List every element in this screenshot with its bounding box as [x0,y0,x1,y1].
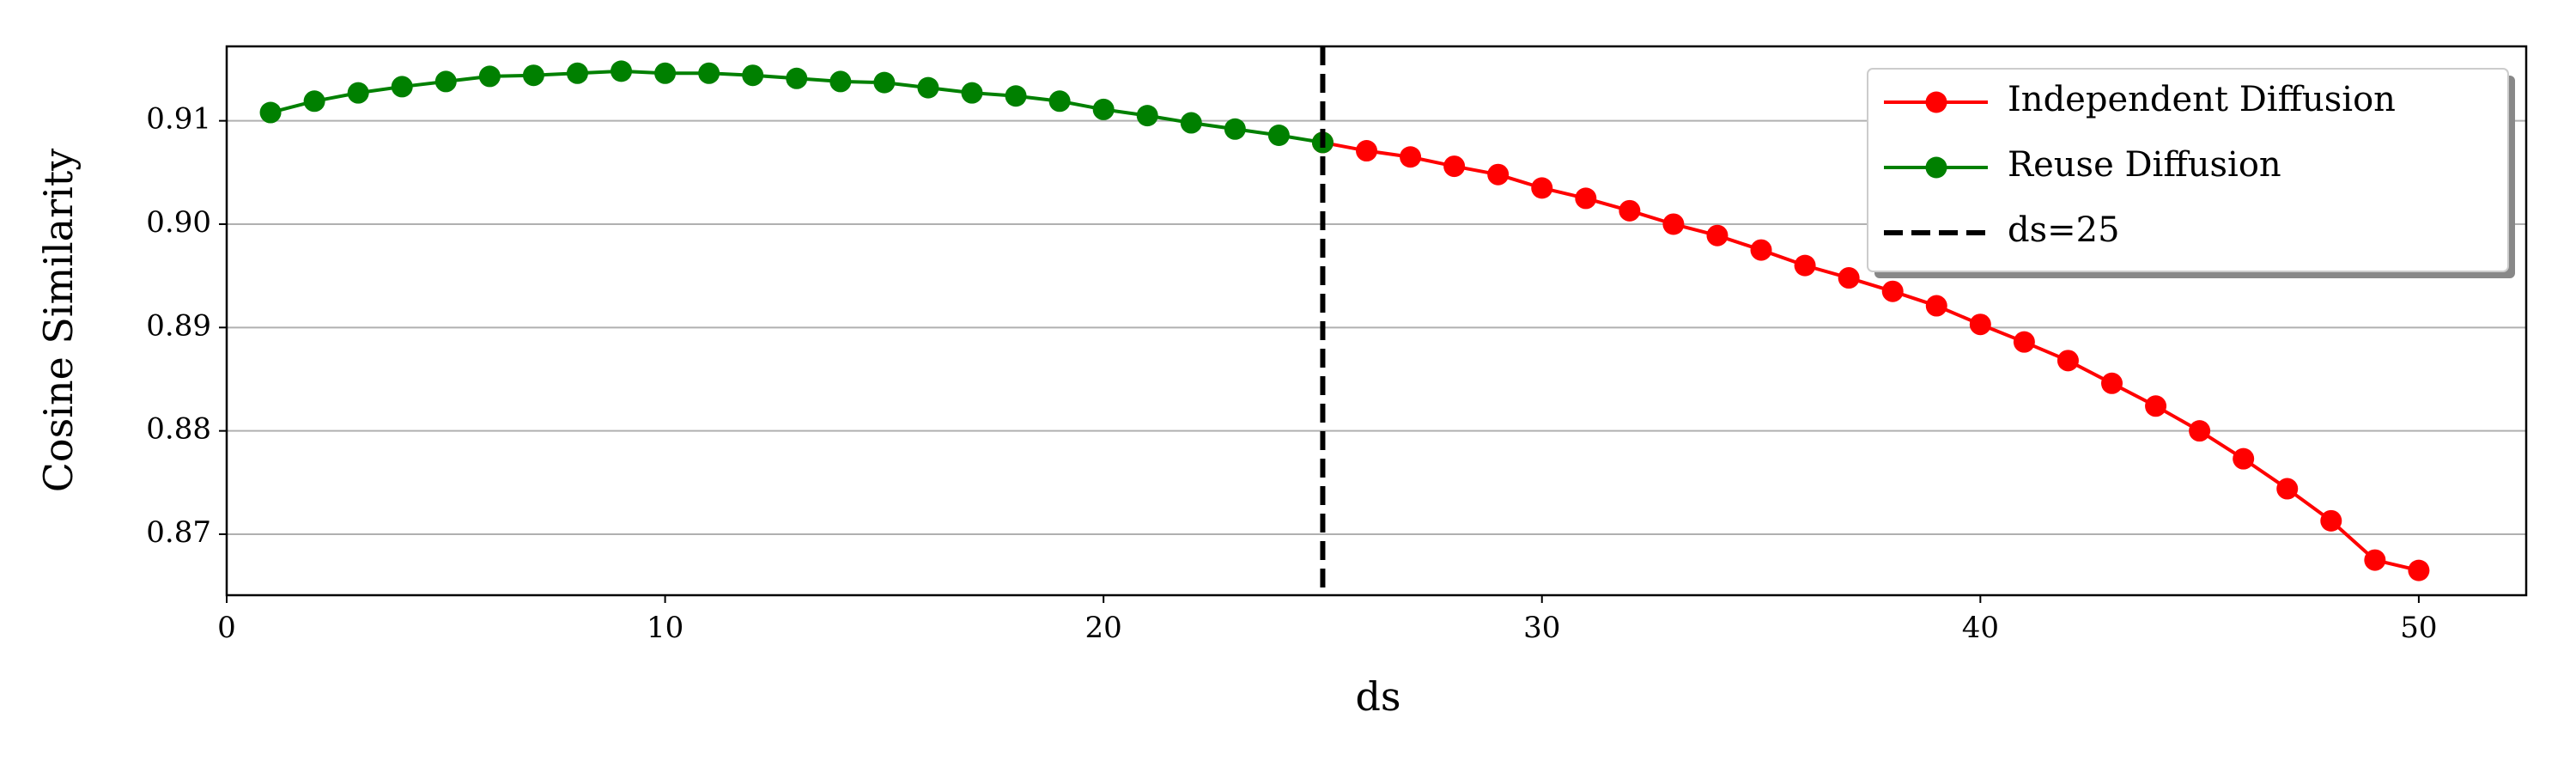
data-point [829,70,852,93]
data-point [1794,254,1816,277]
data-point [1969,313,1991,336]
y-tick-label: 0.89 [146,308,211,343]
x-tick-label: 40 [1962,611,1999,645]
data-point [1443,155,1466,178]
data-point [1662,213,1685,235]
y-tick-label: 0.90 [146,205,211,240]
legend-label: Reuse Diffusion [2008,145,2281,185]
data-point [2189,420,2211,442]
data-point [303,90,325,113]
data-point [1575,187,1597,210]
data-point [434,70,457,93]
legend-marker [1925,156,1947,179]
data-point [1224,118,1246,140]
x-tick-label: 50 [2400,611,2437,645]
x-tick-label: 0 [217,611,236,645]
x-tick-label: 10 [647,611,683,645]
data-point [2320,509,2342,532]
data-point [478,65,501,88]
y-axis-label: Cosine Similarity [35,149,82,493]
data-point [873,71,896,94]
data-point [259,101,282,124]
data-point [2057,350,2079,372]
legend-marker [1925,91,1947,113]
data-point [1838,267,1860,289]
x-tick-label: 30 [1523,611,1560,645]
legend-box [1867,68,2509,272]
data-point [2276,478,2299,500]
data-point [917,76,939,99]
data-point [2101,372,2123,394]
x-tick-label: 20 [1085,611,1122,645]
y-tick-label: 0.87 [146,515,211,550]
data-point [391,76,413,98]
data-point [2013,331,2035,353]
data-point [2408,559,2430,581]
data-point [654,62,677,84]
data-point [2364,549,2386,571]
data-point [2233,447,2255,470]
data-point [1356,140,1378,162]
y-tick-label: 0.88 [146,412,211,447]
data-point [1881,280,1904,302]
data-point [611,60,633,82]
data-point [1706,224,1728,247]
data-point [1092,98,1115,120]
y-tick-label: 0.91 [146,102,211,137]
data-point [1180,112,1202,134]
data-point [566,62,588,84]
data-point [522,64,544,87]
legend-label: Independent Diffusion [2008,80,2396,119]
data-point [1136,105,1158,127]
plot-frame [225,45,2528,597]
data-point [1005,85,1027,107]
legend: Independent Diffusion Reuse Diffusion ds=2… [1867,68,2515,278]
data-point [1048,90,1071,113]
data-point [1400,146,1422,168]
data-point [2145,395,2167,417]
data-point [1750,239,1772,261]
data-point [742,64,764,87]
data-point [1619,199,1641,222]
x-axis-label: ds [1355,673,1400,720]
data-point [961,82,983,104]
data-point [698,62,720,84]
legend-label: ds=25 [2008,210,2120,250]
data-point [1925,295,1947,317]
data-point [347,82,369,104]
data-point [786,67,808,89]
data-point [1531,177,1553,199]
data-point [1487,163,1510,186]
data-point [1267,124,1290,146]
